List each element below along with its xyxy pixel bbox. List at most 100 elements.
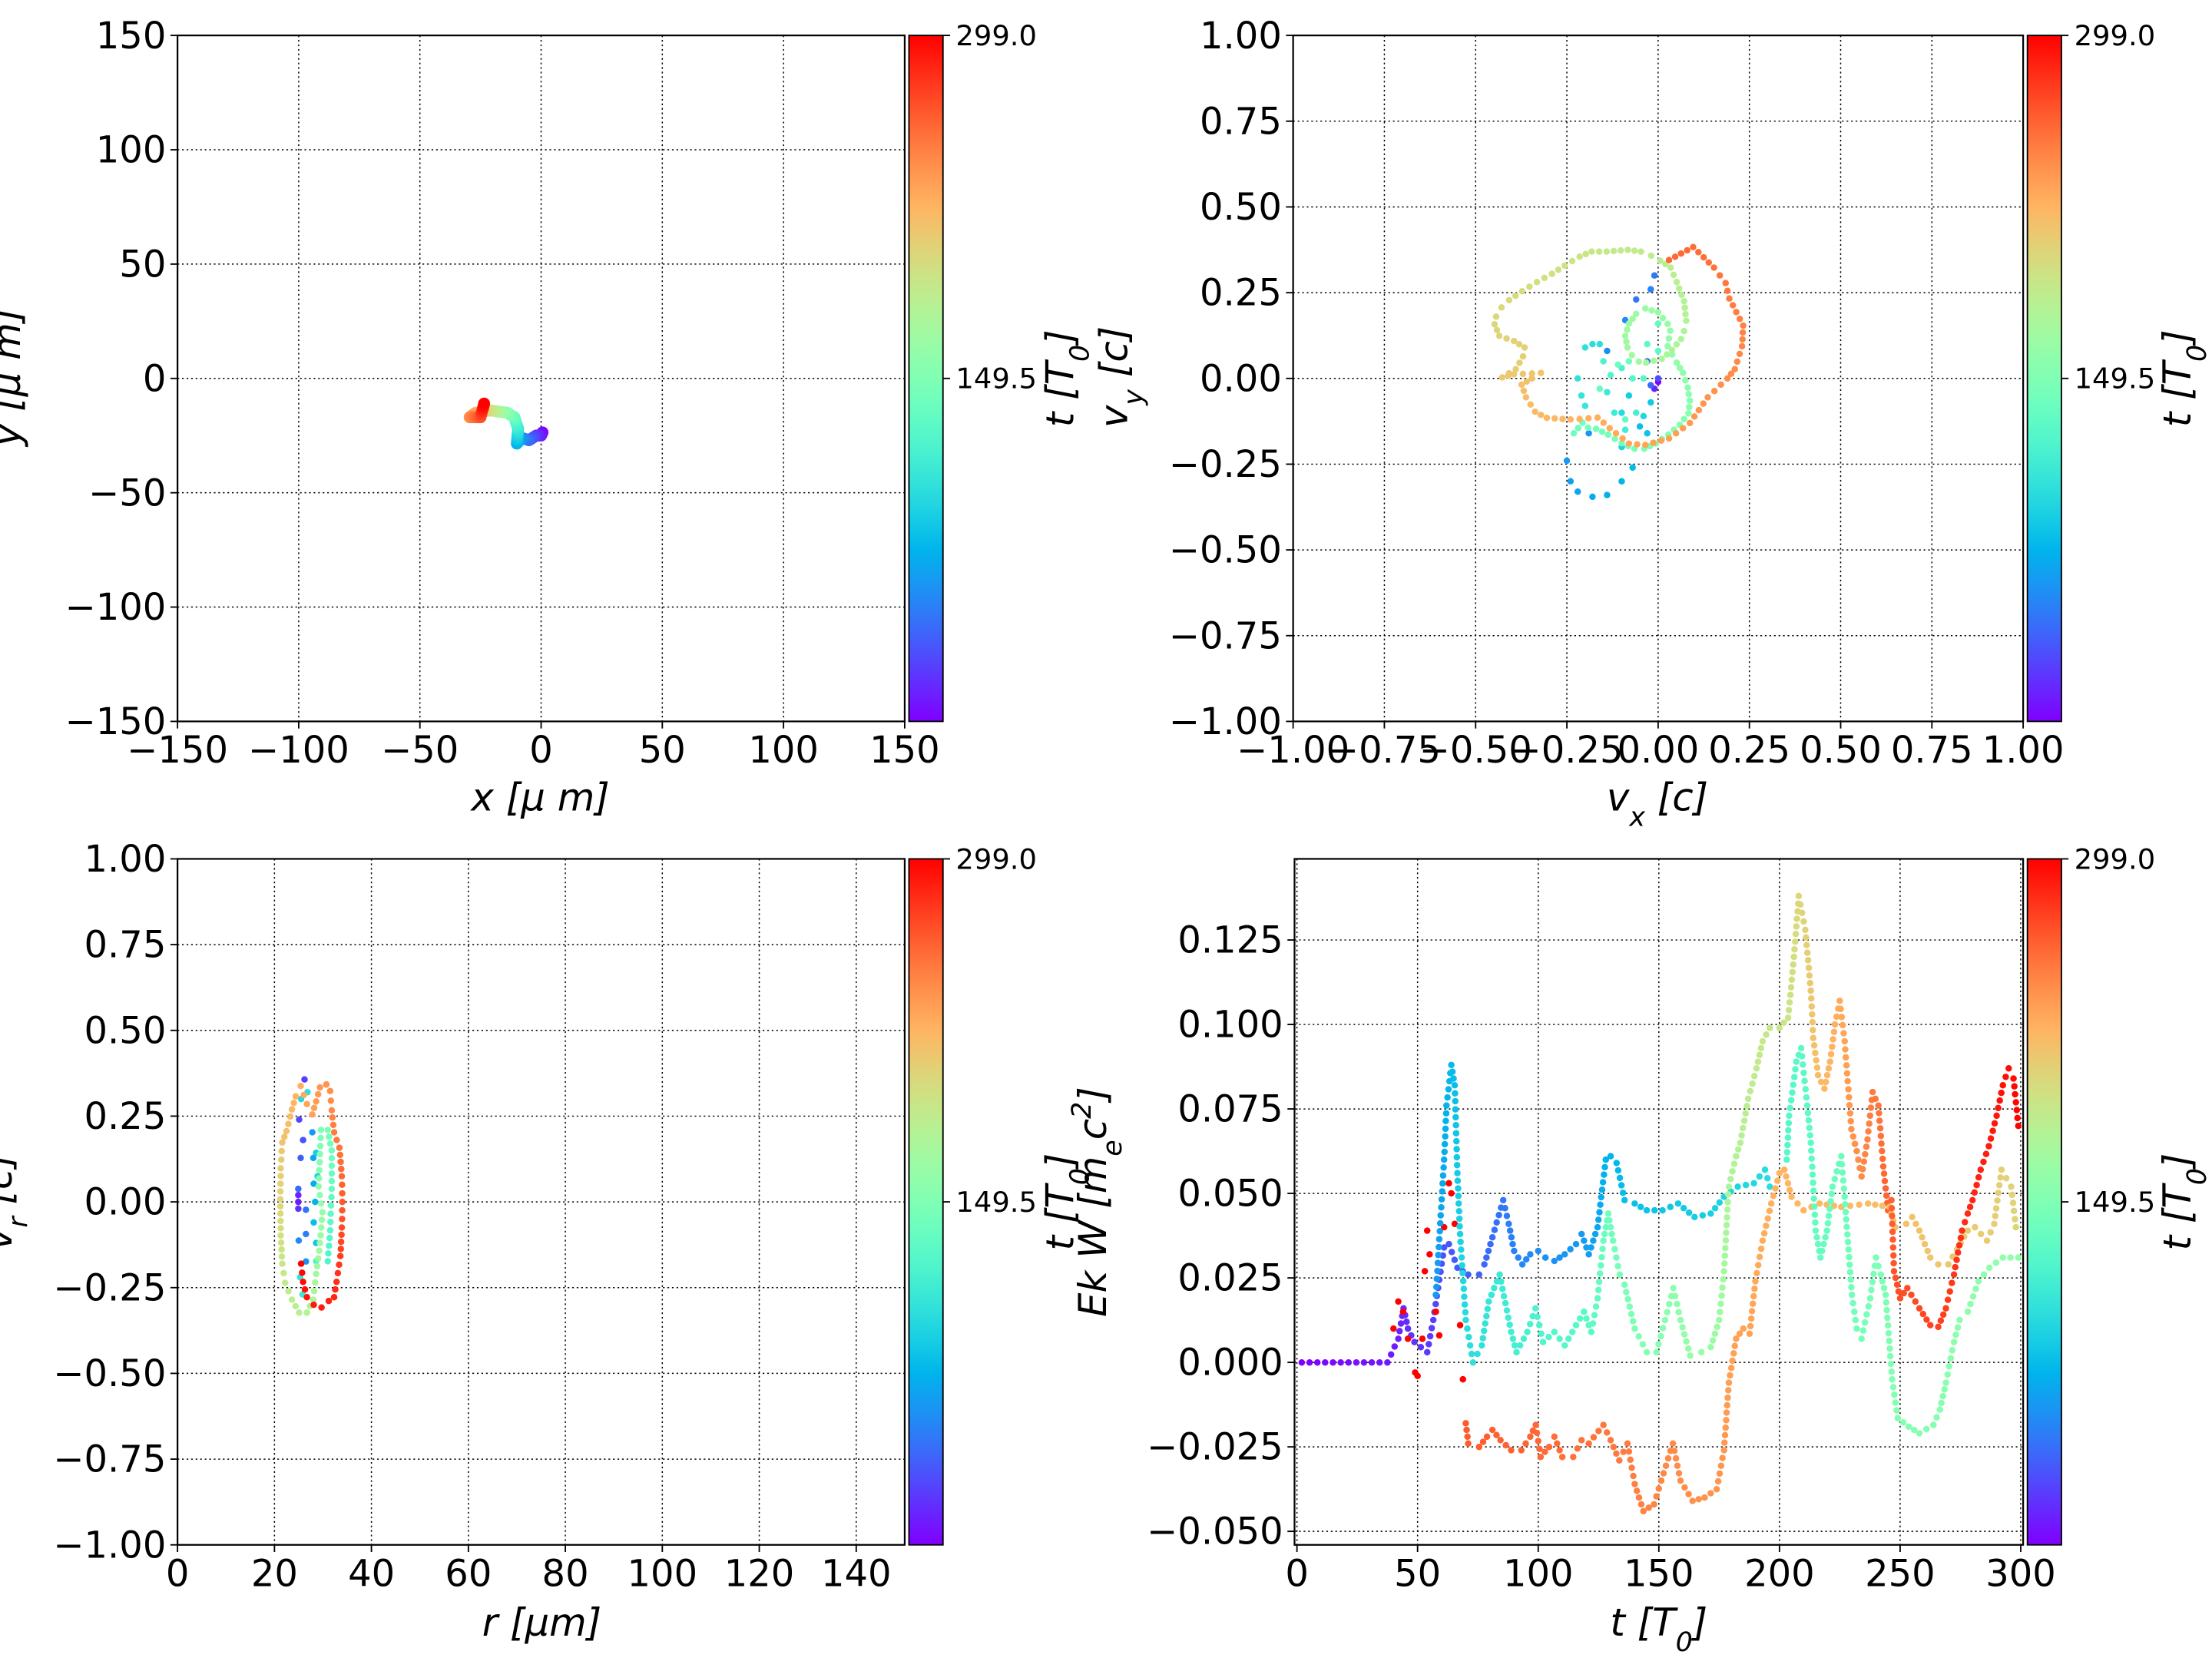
data-point <box>1893 1407 1900 1414</box>
data-point <box>2014 1114 2021 1122</box>
data-point <box>339 1198 346 1206</box>
data-point <box>1749 1080 1756 1087</box>
data-point <box>1582 250 1589 258</box>
data-point <box>1723 1222 1730 1229</box>
scatter-points <box>1298 892 2022 1515</box>
data-point <box>1657 1332 1664 1340</box>
data-point <box>325 1250 332 1257</box>
data-point <box>1505 1314 1512 1322</box>
data-point <box>337 1246 344 1252</box>
data-point <box>1660 1470 1667 1477</box>
data-point <box>1827 1051 1835 1058</box>
colorbar-gradient-bar <box>908 35 944 723</box>
data-point <box>1604 491 1611 498</box>
data-point <box>1657 437 1664 445</box>
data-point <box>1505 1220 1512 1227</box>
data-point <box>1828 1190 1836 1198</box>
data-point <box>1465 1333 1472 1341</box>
data-point <box>1631 1200 1638 1207</box>
data-point <box>1733 1335 1740 1342</box>
panel-tek: 0 50 100 150 200 250 300−0.050−0.0250.0000.025… <box>1067 842 2212 1657</box>
data-point <box>1784 1134 1792 1141</box>
data-point <box>1695 406 1703 414</box>
data-point <box>278 1147 286 1155</box>
data-point <box>2012 1216 2018 1223</box>
data-point <box>1483 1433 1491 1441</box>
data-point <box>1667 1203 1674 1210</box>
data-point <box>1417 1344 1425 1351</box>
data-point <box>1450 1075 1457 1082</box>
data-point <box>1846 1269 1854 1276</box>
data-point <box>1671 1448 1678 1454</box>
y-tick-label: −0.50 <box>1169 529 1282 572</box>
data-point <box>1790 1074 1798 1080</box>
data-point <box>1322 1358 1329 1366</box>
data-point <box>1716 1199 1724 1206</box>
data-point <box>1863 1311 1870 1318</box>
data-point <box>1774 1177 1781 1184</box>
x-tick-label: 50 <box>639 729 686 772</box>
data-point <box>1667 264 1674 271</box>
data-point <box>327 1219 334 1226</box>
data-point <box>1803 1094 1810 1101</box>
data-point <box>1999 1081 2006 1089</box>
data-point <box>1644 340 1651 348</box>
data-point <box>1936 1406 1944 1413</box>
data-point <box>1505 372 1512 379</box>
data-point <box>1498 374 1506 381</box>
data-point <box>1825 1213 1833 1219</box>
data-point <box>1923 1425 1930 1433</box>
x-tick-label: −150 <box>127 729 228 772</box>
data-point <box>1616 1457 1623 1464</box>
data-point <box>1813 1064 1821 1071</box>
data-point <box>1568 1329 1576 1335</box>
data-point <box>1909 1213 1916 1221</box>
data-point <box>1890 1259 1897 1267</box>
data-point <box>1753 1269 1760 1277</box>
data-point <box>303 1230 310 1238</box>
data-point <box>1677 1316 1684 1324</box>
data-point <box>1535 1322 1543 1329</box>
data-point <box>1642 442 1649 448</box>
data-point <box>1865 1128 1872 1135</box>
data-point <box>1809 1163 1816 1170</box>
data-point <box>1786 1186 1793 1194</box>
data-point <box>1561 1342 1568 1349</box>
data-point <box>1964 1308 1972 1315</box>
data-point <box>1426 1341 1432 1348</box>
y-tick-label: −0.25 <box>1169 443 1282 486</box>
data-point <box>1481 1261 1488 1268</box>
data-point <box>1855 1156 1862 1163</box>
data-point <box>1651 357 1657 364</box>
x-axis-label-part: ] <box>1691 1600 1707 1645</box>
data-point <box>1844 1231 1851 1238</box>
data-point <box>1628 352 1635 359</box>
data-point <box>1558 1454 1566 1461</box>
data-point <box>1678 291 1685 299</box>
data-point <box>1595 248 1603 255</box>
data-point <box>277 1217 284 1225</box>
data-point <box>1572 1322 1580 1329</box>
data-point <box>1589 493 1596 501</box>
data-point <box>1885 1329 1892 1337</box>
data-point <box>1448 1190 1455 1197</box>
data-point <box>1744 1095 1752 1103</box>
data-point <box>1642 359 1650 366</box>
data-point <box>1813 1057 1820 1064</box>
data-point <box>1966 1203 1974 1210</box>
data-point <box>1625 358 1633 365</box>
data-point <box>1594 1223 1601 1231</box>
data-point <box>1727 1176 1734 1183</box>
data-point <box>303 1294 310 1301</box>
data-point <box>316 1084 323 1091</box>
data-point <box>1526 1320 1534 1328</box>
data-point <box>1878 1140 1885 1147</box>
data-point <box>277 1239 285 1246</box>
data-point <box>324 1258 331 1265</box>
data-point <box>1919 1233 1926 1241</box>
data-point <box>1659 314 1667 322</box>
data-point <box>313 1097 320 1105</box>
data-point <box>1962 1219 1969 1226</box>
x-axis-label-part: x <box>1628 802 1645 833</box>
